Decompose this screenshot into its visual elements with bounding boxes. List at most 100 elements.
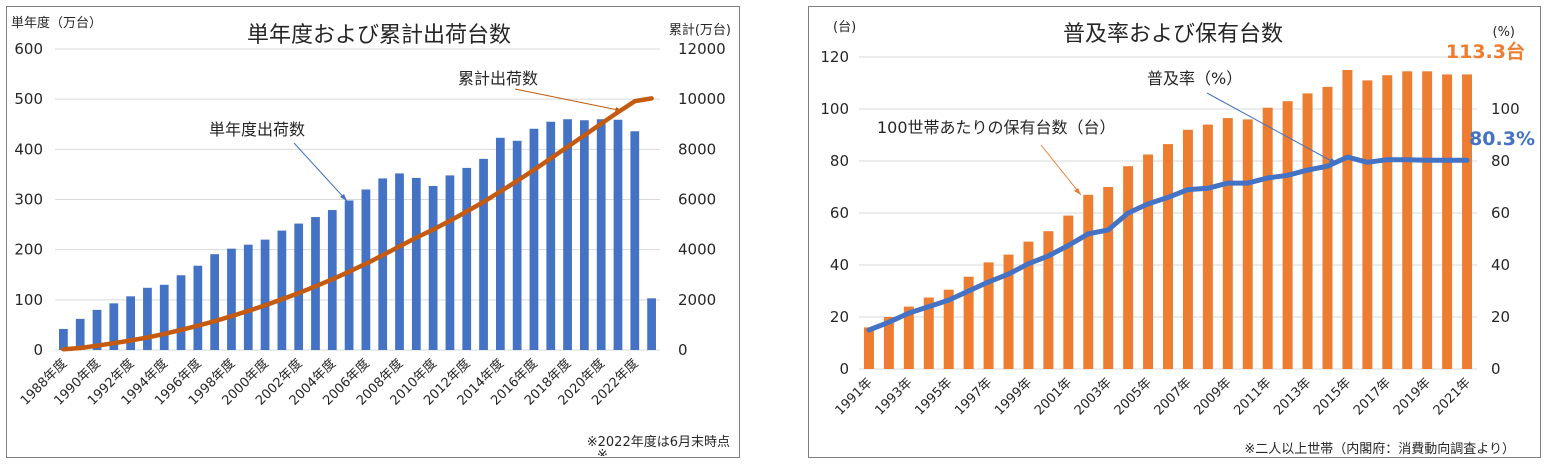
bar (193, 265, 203, 350)
bar (596, 119, 606, 350)
y-right-tick-label: 6000 (678, 191, 716, 209)
x-tick-label: 2005年 (1112, 375, 1155, 418)
bar (563, 119, 572, 350)
bar (210, 254, 220, 350)
bar (411, 177, 421, 350)
bar (647, 298, 656, 350)
x-tick-label: 1997年 (952, 375, 995, 418)
series-line (61, 96, 654, 352)
bar (75, 318, 85, 350)
bar (1182, 129, 1193, 369)
footnote: ※2022年度は6月末時点 (587, 434, 730, 450)
bar-annotation-arrowhead (340, 194, 347, 201)
bar (1262, 107, 1273, 369)
bar (361, 189, 371, 350)
bar (176, 275, 186, 350)
bar (1043, 231, 1054, 369)
right-chart-panel: 普及率および保有台数 (台) (%) 0 20 40 60 80 100 120 0 20 40 6… (808, 6, 1541, 458)
y-right-tick-label: 20 (1491, 308, 1510, 326)
y-left-tick-label: 80 (830, 152, 849, 170)
bar (1342, 70, 1353, 369)
bar (495, 137, 505, 350)
bar (277, 230, 287, 350)
bar (1023, 241, 1034, 369)
bar (630, 131, 640, 350)
bar (883, 317, 894, 369)
x-tick-label: 2019年 (1391, 375, 1434, 418)
bar (126, 296, 135, 350)
ownership-chart: 普及率および保有台数 (台) (%) 0 20 40 60 80 100 120 0 20 40 6… (820, 20, 1535, 456)
bar (1442, 74, 1453, 370)
left-axis-unit: (台) (833, 20, 856, 35)
footnote-mark: ※ (597, 448, 608, 456)
bar (294, 223, 304, 350)
x-tick-label: 1993年 (872, 375, 915, 418)
y-right-tick-label: 40 (1491, 256, 1510, 274)
x-tick-label: 1995年 (912, 375, 955, 418)
y-left-tick-label: 300 (14, 191, 43, 209)
y-right-tick-label: 2000 (678, 291, 716, 309)
line-annotation-arrow (514, 88, 624, 112)
y-left-tick-label: 200 (14, 241, 43, 259)
y-left-tick-label: 400 (14, 140, 43, 158)
bar (1063, 215, 1074, 369)
bar-annotation-arrowhead (1074, 188, 1081, 195)
bar (1003, 254, 1014, 369)
bar (143, 287, 152, 350)
chart-title: 普及率および保有台数 (1063, 22, 1283, 47)
bar (1362, 80, 1373, 370)
shipments-chart: 単年度および累計出荷台数 単年度（万台） 累計(万台) 0 100 200 300 40… (11, 15, 731, 456)
x-tick-label: 1999年 (992, 375, 1035, 418)
bar (1143, 154, 1154, 369)
bar (344, 200, 354, 350)
right-axis-unit: 累計(万台) (669, 22, 731, 38)
y-right-tick-label: 100 (1491, 100, 1520, 118)
line-series-label: 普及率（%） (1147, 69, 1242, 88)
y-right-tick-label: 0 (678, 341, 688, 359)
y-left-tick-label: 20 (830, 308, 849, 326)
bar (159, 284, 169, 350)
x-tick-label: 2021年 (1431, 375, 1474, 418)
x-tick-label: 2015年 (1311, 375, 1354, 418)
y-left-tick-label: 100 (14, 291, 43, 309)
y-left-tick-label: 40 (830, 256, 849, 274)
bar (395, 173, 404, 350)
left-chart-panel: 単年度および累計出荷台数 単年度（万台） 累計(万台) 0 100 200 300 40… (6, 6, 740, 458)
bar (243, 244, 253, 350)
x-tick-label: 2003年 (1072, 375, 1115, 418)
bar (227, 248, 236, 350)
bar-end-value: 113.3台 (1446, 40, 1525, 63)
bar (963, 276, 974, 369)
y-left-tick-label: 0 (33, 341, 43, 359)
bar (1422, 71, 1433, 370)
bar (512, 140, 522, 350)
line-annotation-arrowhead (1329, 158, 1337, 164)
y-right-tick-label: 12000 (678, 40, 726, 58)
y-right-tick-label: 10000 (678, 90, 726, 108)
bar (903, 306, 914, 369)
y-right-tick-label: 0 (1491, 360, 1501, 378)
bar (1123, 166, 1134, 369)
x-tick-label: 2013年 (1271, 375, 1314, 418)
bar (1402, 71, 1413, 370)
y-left-tick-label: 600 (14, 40, 43, 58)
bar (1462, 74, 1473, 370)
y-left-tick-label: 120 (820, 48, 849, 66)
bar (1103, 187, 1114, 369)
bar (479, 158, 488, 350)
bar (1282, 101, 1293, 369)
y-left-tick-label: 0 (839, 360, 849, 378)
bar (863, 327, 874, 369)
bar (1302, 93, 1313, 370)
y-right-tick-label: 60 (1491, 204, 1510, 222)
bar (1163, 144, 1173, 369)
bar (613, 119, 623, 350)
bar-series-label: 単年度出荷数 (209, 120, 305, 139)
bar-annotation-arrow (293, 142, 348, 202)
y-left-tick-label: 500 (14, 90, 43, 108)
bar (580, 120, 589, 350)
y-left-tick-label: 100 (820, 100, 849, 118)
bar (1382, 75, 1393, 369)
right-axis-unit: (%) (1493, 25, 1516, 40)
y-right-tick-label: 80 (1491, 152, 1510, 170)
